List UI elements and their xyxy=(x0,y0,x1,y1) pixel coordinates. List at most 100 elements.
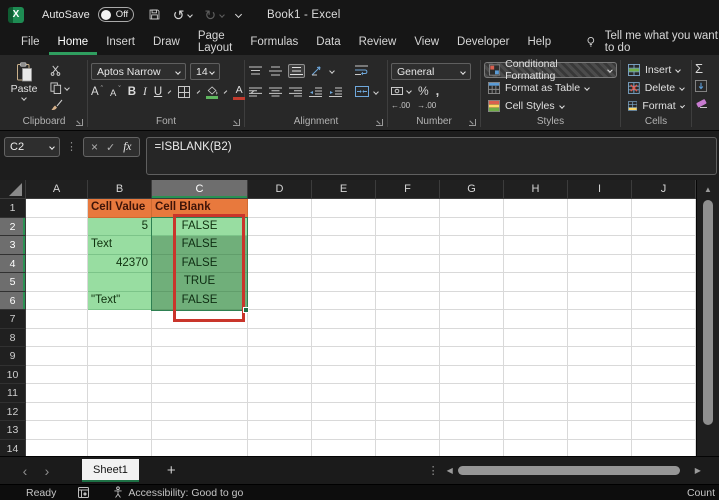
cell-A8[interactable] xyxy=(26,328,88,347)
cell-F9[interactable] xyxy=(376,347,440,366)
cell-C1[interactable]: Cell Blank xyxy=(152,199,248,218)
cell-F8[interactable] xyxy=(376,328,440,347)
row-header-6[interactable]: 6 xyxy=(0,291,26,310)
cancel-button[interactable]: × xyxy=(91,140,99,154)
cell-A11[interactable] xyxy=(26,384,88,403)
middle-align-button[interactable] xyxy=(268,65,283,77)
cell-D9[interactable] xyxy=(248,347,312,366)
cell-H11[interactable] xyxy=(504,384,568,403)
accessibility-status[interactable]: Accessibility: Good to go xyxy=(113,486,243,499)
row-header-2[interactable]: 2 xyxy=(0,217,26,236)
cell-J8[interactable] xyxy=(632,328,696,347)
cell-J1[interactable] xyxy=(632,199,696,218)
column-header-E[interactable]: E xyxy=(312,180,376,199)
row-header-13[interactable]: 13 xyxy=(0,421,26,440)
cell-E4[interactable] xyxy=(312,254,376,273)
bottom-align-button[interactable] xyxy=(288,63,305,78)
cell-D13[interactable] xyxy=(248,421,312,440)
decrease-decimal-button[interactable]: →.00 xyxy=(417,101,437,110)
cut-button[interactable] xyxy=(50,64,69,77)
copy-button[interactable] xyxy=(50,81,70,94)
cell-H12[interactable] xyxy=(504,402,568,421)
cell-H14[interactable] xyxy=(504,439,568,456)
cell-A13[interactable] xyxy=(26,421,88,440)
cell-I10[interactable] xyxy=(568,365,632,384)
cell-H4[interactable] xyxy=(504,254,568,273)
cell-I9[interactable] xyxy=(568,347,632,366)
cell-C6[interactable]: FALSE xyxy=(152,291,248,310)
column-header-B[interactable]: B xyxy=(88,180,152,199)
cell-F2[interactable] xyxy=(376,217,440,236)
cell-H1[interactable] xyxy=(504,199,568,218)
cell-F14[interactable] xyxy=(376,439,440,456)
cell-J13[interactable] xyxy=(632,421,696,440)
cell-G1[interactable] xyxy=(440,199,504,218)
redo-button[interactable]: ↻ xyxy=(204,8,225,22)
increase-indent-button[interactable] xyxy=(328,86,343,98)
scroll-right-icon[interactable]: ▶ xyxy=(694,466,701,475)
row-header-1[interactable]: 1 xyxy=(0,199,26,218)
row-header-11[interactable]: 11 xyxy=(0,384,26,403)
prev-sheet-button[interactable]: ‹ xyxy=(22,462,28,479)
cell-E1[interactable] xyxy=(312,199,376,218)
cell-C2[interactable]: FALSE xyxy=(152,217,248,236)
increase-decimal-button[interactable]: ←.00 xyxy=(391,101,411,110)
cell-J3[interactable] xyxy=(632,236,696,255)
cell-I1[interactable] xyxy=(568,199,632,218)
cell-F10[interactable] xyxy=(376,365,440,384)
cell-A3[interactable] xyxy=(26,236,88,255)
column-header-J[interactable]: J xyxy=(632,180,696,199)
cell-D6[interactable] xyxy=(248,291,312,310)
formula-bar-drag-handle[interactable]: ⋮ xyxy=(66,141,77,153)
horizontal-scroll-thumb[interactable] xyxy=(457,466,680,475)
cell-A7[interactable] xyxy=(26,310,88,329)
cell-D14[interactable] xyxy=(248,439,312,456)
insert-function-button[interactable]: fx xyxy=(123,141,132,153)
cell-A12[interactable] xyxy=(26,402,88,421)
cell-B11[interactable] xyxy=(88,384,152,403)
cell-G12[interactable] xyxy=(440,402,504,421)
row-header-10[interactable]: 10 xyxy=(0,365,26,384)
column-header-F[interactable]: F xyxy=(376,180,440,199)
comma-style-button[interactable]: , xyxy=(435,83,440,98)
bold-button[interactable]: B xyxy=(127,85,137,98)
cell-E9[interactable] xyxy=(312,347,376,366)
align-right-button[interactable] xyxy=(288,86,303,98)
delete-cells-button[interactable]: Delete xyxy=(624,80,688,96)
column-header-H[interactable]: H xyxy=(504,180,568,199)
font-name-select[interactable]: Aptos Narrow xyxy=(91,63,186,80)
cell-G8[interactable] xyxy=(440,328,504,347)
orientation-button[interactable] xyxy=(310,64,325,77)
cell-F13[interactable] xyxy=(376,421,440,440)
autosum-button[interactable]: Σ xyxy=(695,61,704,76)
cell-H13[interactable] xyxy=(504,421,568,440)
cell-A5[interactable] xyxy=(26,273,88,292)
tab-review[interactable]: Review xyxy=(358,36,397,48)
cell-C11[interactable] xyxy=(152,384,248,403)
cell-J10[interactable] xyxy=(632,365,696,384)
cell-G3[interactable] xyxy=(440,236,504,255)
row-header-8[interactable]: 8 xyxy=(0,328,26,347)
cell-H2[interactable] xyxy=(504,217,568,236)
cell-I3[interactable] xyxy=(568,236,632,255)
cell-I8[interactable] xyxy=(568,328,632,347)
name-box[interactable]: C2 xyxy=(4,137,60,157)
macro-record-button[interactable] xyxy=(78,487,90,498)
tab-page-layout[interactable]: Page Layout xyxy=(197,30,233,54)
underline-button[interactable]: U xyxy=(154,86,162,99)
cell-D8[interactable] xyxy=(248,328,312,347)
tab-insert[interactable]: Insert xyxy=(106,36,135,48)
new-sheet-button[interactable]: + xyxy=(166,462,176,479)
cell-B13[interactable] xyxy=(88,421,152,440)
format-painter-button[interactable] xyxy=(50,98,69,111)
cell-H5[interactable] xyxy=(504,273,568,292)
cell-G13[interactable] xyxy=(440,421,504,440)
formula-input[interactable]: =ISBLANK(B2) xyxy=(145,137,717,175)
cell-H6[interactable] xyxy=(504,291,568,310)
cell-J12[interactable] xyxy=(632,402,696,421)
cell-C12[interactable] xyxy=(152,402,248,421)
clear-button[interactable] xyxy=(695,97,708,108)
cell-D5[interactable] xyxy=(248,273,312,292)
cell-A2[interactable] xyxy=(26,217,88,236)
alignment-dialog-launcher[interactable] xyxy=(376,119,383,126)
